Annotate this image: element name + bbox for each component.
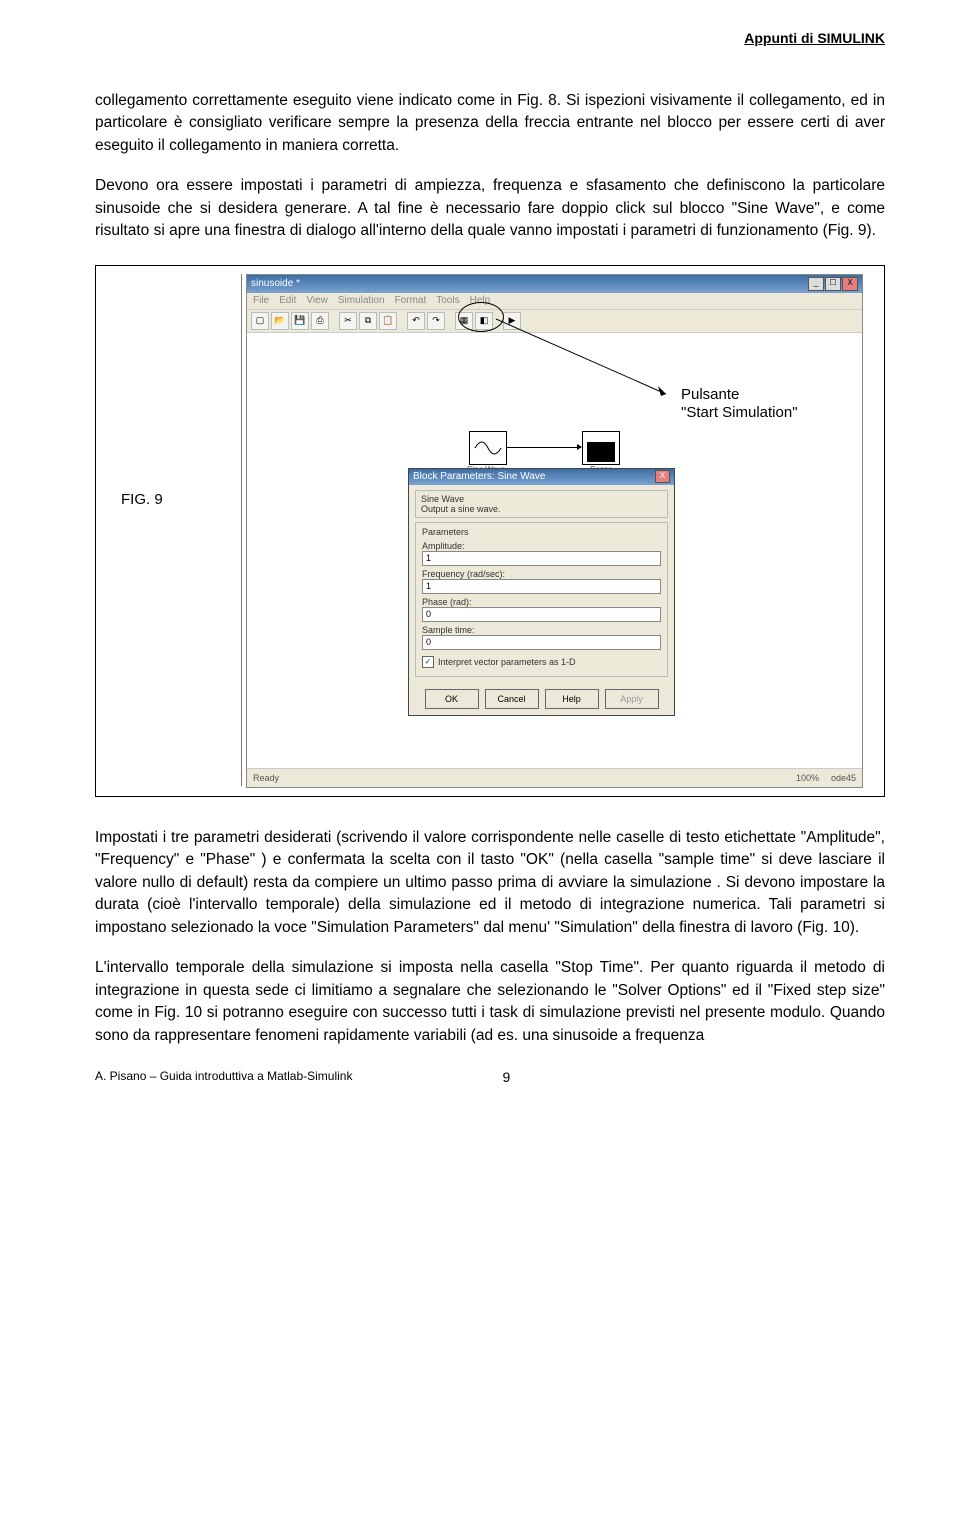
toolbar-cut-icon[interactable]: ✂: [339, 312, 357, 330]
dialog-close-button[interactable]: X: [655, 470, 670, 483]
page-footer: A. Pisano – Guida introduttiva a Matlab-…: [95, 1069, 885, 1085]
toolbar-print-icon[interactable]: ⎙: [311, 312, 329, 330]
apply-button[interactable]: Apply: [605, 689, 659, 709]
toolbar-redo-icon[interactable]: ↷: [427, 312, 445, 330]
toolbar-undo-icon[interactable]: ↶: [407, 312, 425, 330]
sample-time-label: Sample time:: [422, 625, 661, 635]
phase-label: Phase (rad):: [422, 597, 661, 607]
menu-tools[interactable]: Tools: [436, 295, 459, 306]
amplitude-label: Amplitude:: [422, 541, 661, 551]
simulink-statusbar: Ready 100% ode45: [247, 768, 862, 787]
window-close-button[interactable]: X: [842, 277, 858, 291]
scope-block[interactable]: [582, 431, 620, 465]
amplitude-input[interactable]: 1: [422, 551, 661, 566]
toolbar-paste-icon[interactable]: 📋: [379, 312, 397, 330]
annotation-text: Pulsante "Start Simulation": [681, 386, 798, 422]
footer-text: A. Pisano – Guida introduttiva a Matlab-…: [95, 1069, 352, 1085]
header-right: Appunti di SIMULINK: [744, 30, 885, 46]
annotation-line2: "Start Simulation": [681, 404, 798, 422]
connection-wire: [506, 447, 578, 448]
menu-format[interactable]: Format: [395, 295, 427, 306]
ok-button[interactable]: OK: [425, 689, 479, 709]
paragraph-1: collegamento correttamente eseguito vien…: [95, 90, 885, 157]
simulink-menubar: File Edit View Simulation Format Tools H…: [247, 293, 862, 310]
phase-input[interactable]: 0: [422, 607, 661, 622]
window-minimize-button[interactable]: _: [808, 277, 824, 291]
paragraph-3: Impostati i tre parametri desiderati (sc…: [95, 827, 885, 939]
sample-time-input[interactable]: 0: [422, 635, 661, 650]
simulink-title: sinusoide *: [251, 278, 808, 289]
sine-wave-block[interactable]: [469, 431, 507, 465]
block-parameters-dialog: Block Parameters: Sine Wave X Sine Wave …: [408, 468, 675, 716]
help-button[interactable]: Help: [545, 689, 599, 709]
toolbar-open-icon[interactable]: 📂: [271, 312, 289, 330]
status-zoom: 100%: [790, 773, 825, 783]
annotation-line1: Pulsante: [681, 386, 798, 404]
toolbar-copy-icon[interactable]: ⧉: [359, 312, 377, 330]
dialog-title: Block Parameters: Sine Wave: [413, 471, 655, 482]
footer-page-number: 9: [502, 1069, 510, 1085]
menu-edit[interactable]: Edit: [279, 295, 296, 306]
figure-9-frame: FIG. 9 sinusoide * _ ☐ X File Edit View …: [95, 265, 885, 797]
menu-simulation[interactable]: Simulation: [338, 295, 385, 306]
cancel-button[interactable]: Cancel: [485, 689, 539, 709]
simulink-titlebar: sinusoide * _ ☐ X: [247, 275, 862, 293]
wire-arrow-icon: [577, 444, 582, 450]
window-maximize-button[interactable]: ☐: [825, 277, 841, 291]
frequency-label: Frequency (rad/sec):: [422, 569, 661, 579]
dialog-description: Output a sine wave.: [421, 504, 662, 514]
dialog-subtitle: Sine Wave: [421, 494, 662, 504]
toolbar-new-icon[interactable]: ▢: [251, 312, 269, 330]
interpret-vector-label: Interpret vector parameters as 1-D: [438, 657, 576, 667]
interpret-vector-checkbox[interactable]: ✓: [422, 656, 434, 668]
sine-wave-icon: [473, 438, 503, 458]
figure-divider: [241, 274, 243, 786]
parameters-group-label: Parameters: [422, 527, 661, 537]
status-ready: Ready: [247, 773, 285, 783]
dialog-titlebar: Block Parameters: Sine Wave X: [409, 469, 674, 485]
paragraph-4: L'intervallo temporale della simulazione…: [95, 957, 885, 1047]
paragraph-2: Devono ora essere impostati i parametri …: [95, 175, 885, 242]
frequency-input[interactable]: 1: [422, 579, 661, 594]
menu-view[interactable]: View: [306, 295, 328, 306]
annotation-arrow: [491, 314, 691, 409]
menu-file[interactable]: File: [253, 295, 269, 306]
status-solver: ode45: [825, 773, 862, 783]
toolbar-save-icon[interactable]: 💾: [291, 312, 309, 330]
figure-label: FIG. 9: [121, 491, 163, 508]
